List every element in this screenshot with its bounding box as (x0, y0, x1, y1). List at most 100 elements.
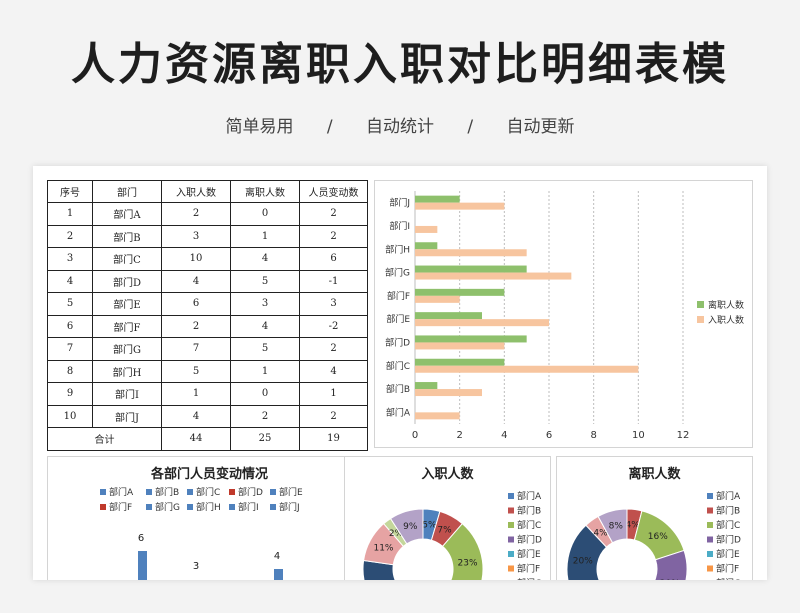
legend-marker (508, 536, 514, 543)
bar-hire (415, 295, 460, 303)
donut-slice (441, 522, 484, 580)
table-cell: 5 (161, 359, 231, 383)
legend-marker (187, 504, 193, 510)
col-header: 离职人数 (230, 180, 300, 203)
total-cell: 44 (161, 427, 231, 451)
table-cell: 部门G (92, 337, 162, 361)
bar-leave (415, 382, 438, 390)
legend-label: 部门A (109, 486, 134, 498)
legend-marker (508, 551, 514, 557)
legend-marker (508, 507, 514, 514)
leave-pie-panel: 离职人数 4%16%20%12%16%20%4%8%部门A部门B部门C部门D部门… (556, 456, 753, 580)
legend-label: 部门I (238, 501, 259, 513)
table-cell: 9 (47, 382, 93, 406)
table-row: 5 部门E 6 3 3 (47, 292, 368, 316)
table-row: 7 部门G 7 5 2 (47, 337, 368, 361)
slice-label: 20% (660, 579, 680, 580)
change-bar (138, 551, 147, 580)
bar-hire (415, 412, 460, 420)
legend-label: 部门F (517, 563, 540, 575)
bar-hire (415, 342, 505, 350)
table-cell: 4 (161, 269, 231, 293)
legend-marker (146, 504, 152, 510)
donut-slice (654, 549, 688, 580)
bar-leave (415, 358, 505, 366)
legend-marker (270, 489, 276, 495)
legend-label: 部门J (279, 501, 300, 513)
table-row: 2 部门B 3 1 2 (47, 224, 368, 248)
legend-label: 部门H (196, 501, 221, 513)
tag-auto-stat: 自动统计 (366, 117, 434, 137)
total-cell: 25 (230, 427, 300, 451)
table-cell: 部门I (92, 382, 162, 406)
bar-leave (415, 288, 505, 296)
x-tick-label: 2 (456, 430, 462, 441)
table-cell: 4 (161, 404, 231, 428)
table-cell: 2 (299, 404, 368, 428)
legend-label: 部门G (155, 501, 180, 513)
legend-label: 部门B (517, 505, 541, 517)
legend-label: 部门D (238, 486, 263, 498)
table-row: 6 部门F 2 4 -2 (47, 314, 368, 338)
change-chart: 部门A 部门B 部门C 部门D 部门E 部门F 部门G 部门H 部门I 部门J 6 3 4 (100, 486, 303, 580)
slice-label: 9% (403, 522, 418, 532)
leave-donut-chart: 4%16%20%12%16%20%4%8%部门A部门B部门C部门D部门E部门F部… (566, 490, 741, 580)
table-cell: 6 (47, 314, 93, 338)
legend-label: 部门B (155, 486, 179, 498)
table-row: 4 部门D 4 5 -1 (47, 269, 368, 293)
legend-marker (508, 565, 514, 572)
legend-marker (697, 301, 704, 308)
table-row: 9 部门I 1 0 1 (47, 382, 368, 406)
table-cell: 4 (299, 359, 368, 383)
table-cell: 2 (161, 314, 231, 338)
separator: / (326, 117, 333, 137)
col-header: 入职人数 (161, 180, 231, 203)
table-header-row: 序号 部门 入职人数 离职人数 人员变动数 (47, 180, 368, 203)
table-cell: 2 (161, 202, 231, 226)
legend-marker (707, 507, 713, 514)
table-cell: 3 (161, 224, 231, 248)
col-header: 序号 (47, 180, 93, 203)
change-chart-panel: 各部门人员变动情况 部门A 部门B 部门C 部门D 部门E 部门F 部门G 部门H 部门I 部门J… (47, 456, 372, 580)
slice-label: 20% (573, 557, 593, 567)
page-title: 人力资源离职入职对比明细表模 (71, 39, 729, 90)
legend-label: 部门C (716, 519, 740, 531)
y-tick-label: 部门H (385, 243, 410, 255)
legend-marker (146, 489, 152, 495)
legend-label: 部门F (109, 501, 132, 513)
total-row: 合计 44 25 19 (47, 427, 368, 451)
col-header: 部门 (92, 180, 162, 203)
legend-label: 部门A (716, 490, 741, 502)
x-tick-label: 0 (412, 430, 418, 441)
chart-title: 各部门人员变动情况 (150, 467, 268, 482)
table-cell: 1 (230, 359, 300, 383)
y-tick-label: 部门F (387, 290, 410, 302)
x-tick-label: 6 (546, 430, 552, 441)
table-cell: 3 (47, 247, 93, 271)
data-table: 序号 部门 入职人数 离职人数 人员变动数 1 部门A 2 0 2 2 部门B 3 1 2 3 部门C… (47, 180, 368, 451)
table-cell: 1 (299, 382, 368, 406)
table-cell: 10 (47, 404, 93, 428)
legend-marker (100, 489, 106, 495)
x-tick-label: 12 (677, 430, 690, 441)
legend-label: 部门E (517, 548, 541, 560)
slice-label: 8% (609, 521, 624, 531)
legend-marker (187, 489, 193, 495)
table-cell: 部门H (92, 359, 162, 383)
legend-label: 部门D (716, 534, 741, 546)
legend-marker (697, 316, 704, 323)
legend-marker (508, 522, 514, 528)
table-cell: 4 (230, 314, 300, 338)
table-cell: 部门F (92, 314, 162, 338)
x-tick-label: 8 (590, 430, 596, 441)
table-cell: 2 (47, 224, 93, 248)
legend-marker (707, 522, 713, 528)
table-cell: 5 (47, 292, 93, 316)
table-cell: 1 (161, 382, 231, 406)
table-cell: 7 (161, 337, 231, 361)
col-header: 人员变动数 (299, 180, 368, 203)
table-cell: 部门C (92, 247, 162, 271)
legend-label: 部门A (517, 490, 542, 502)
bar-hire (415, 272, 572, 280)
data-label: 3 (193, 561, 199, 572)
